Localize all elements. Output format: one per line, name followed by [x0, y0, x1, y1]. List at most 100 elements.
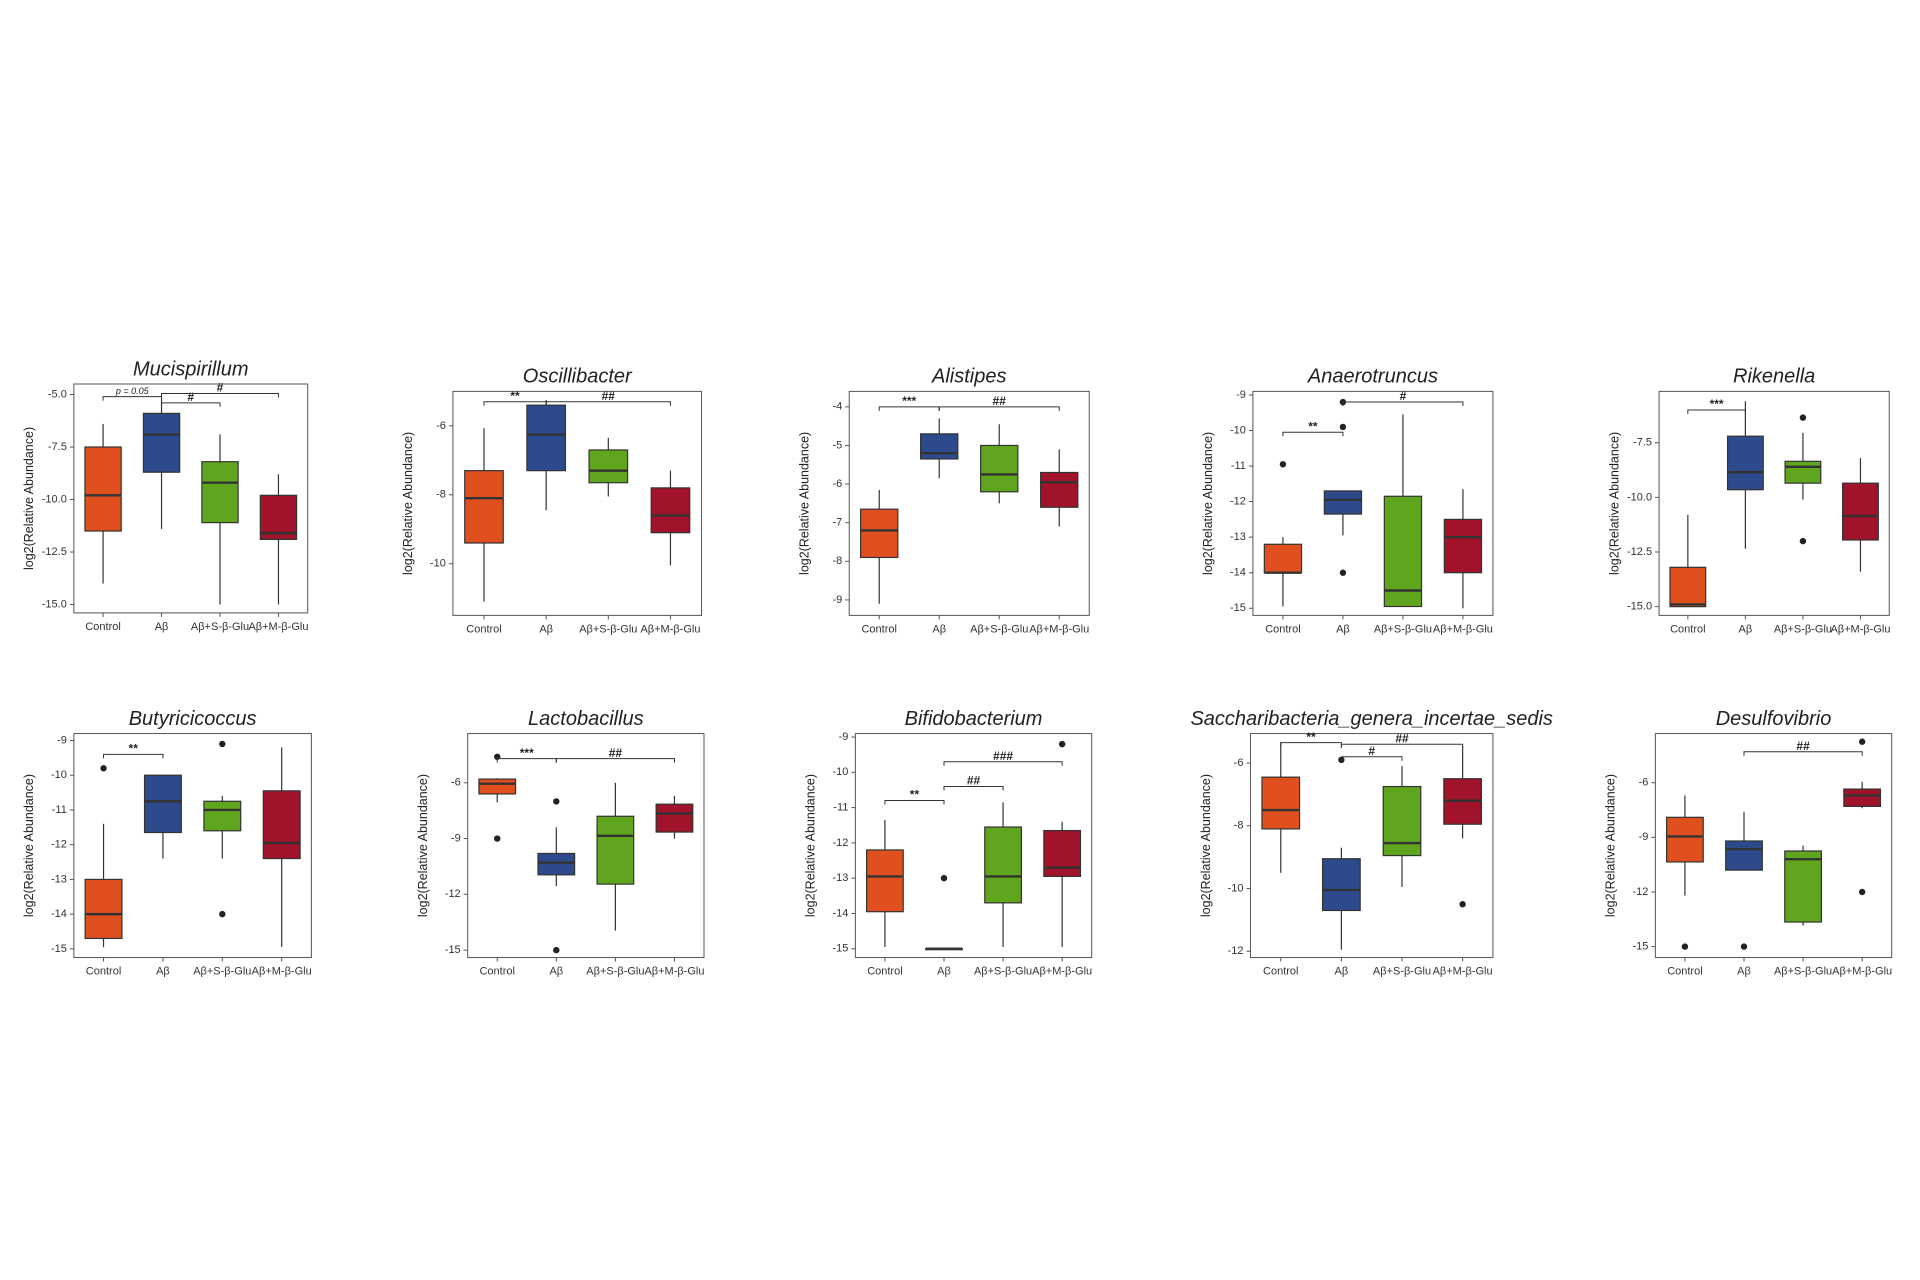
- x-tick-label: Aβ+M-β-Glu: [1029, 623, 1089, 635]
- panel: Alistipes log2(Relative Abundance) -4 -5 -6 -…: [798, 366, 1090, 635]
- significance-bracket: [1743, 751, 1863, 756]
- panel-title: Butyricicoccus: [129, 708, 257, 730]
- y-tick-label: -11: [52, 804, 67, 816]
- outlier: [1858, 888, 1866, 896]
- significance-label: #: [1368, 744, 1375, 758]
- significance-label: ***: [1710, 397, 1724, 411]
- y-tick-label: -9: [57, 734, 67, 746]
- y-tick-label: -10: [1230, 424, 1246, 436]
- box: [1040, 471, 1079, 508]
- significance-bracket: [1282, 431, 1344, 437]
- y-tick-label: -15.0: [42, 598, 67, 610]
- box: [920, 433, 959, 460]
- significance-bracket: [1687, 409, 1746, 414]
- x-tick-label: Aβ: [156, 965, 170, 977]
- plot-frame: [1658, 390, 1890, 616]
- y-tick-label: -9: [451, 832, 461, 844]
- plot-frame: [854, 733, 1093, 959]
- y-tick-label: -12: [51, 839, 67, 851]
- significance-bracket: [1340, 756, 1403, 761]
- y-tick-label: -12: [832, 837, 848, 849]
- outlier: [219, 910, 226, 918]
- y-tick-label: -11: [1231, 460, 1246, 472]
- y-tick-label: -10: [832, 766, 848, 778]
- outlier: [1681, 943, 1689, 950]
- box: [1666, 816, 1704, 863]
- box: [84, 878, 123, 940]
- plot-frame: [1249, 733, 1494, 959]
- x-tick-label: Aβ: [539, 623, 553, 635]
- y-tick-label: -12: [1632, 886, 1648, 898]
- y-tick-label: -15: [445, 944, 461, 956]
- significance-label: ##: [1395, 731, 1409, 745]
- significance-label: ***: [902, 394, 916, 408]
- y-tick-label: -13: [1230, 531, 1246, 543]
- panel: Oscillibacter log2(Relative Abundance) -6 -…: [401, 366, 703, 635]
- x-tick-label: Aβ+M-β-Glu: [644, 965, 704, 977]
- y-tick-label: -6: [1639, 777, 1649, 789]
- y-axis-label: log2(Relative Abundance): [1607, 432, 1621, 575]
- y-tick-label: -12: [445, 888, 461, 900]
- x-tick-label: Aβ+S-β-Glu: [1374, 623, 1432, 635]
- x-tick-label: Control: [1667, 965, 1702, 977]
- y-tick-label: -6: [1234, 757, 1244, 769]
- panel: Desulfovibrio log2(Relative Abundance) -6 -…: [1604, 708, 1893, 977]
- x-tick-label: Aβ+M-β-Glu: [1433, 965, 1493, 977]
- box: [1261, 776, 1301, 830]
- x-tick-label: Control: [1263, 965, 1298, 977]
- outlier: [1339, 423, 1347, 431]
- x-tick-label: Aβ: [937, 965, 951, 977]
- x-tick-label: Aβ: [549, 965, 563, 977]
- y-tick-label: -8: [832, 555, 842, 567]
- y-tick-label: -15: [1230, 602, 1246, 614]
- x-tick-label: Aβ+S-β-Glu: [970, 623, 1028, 635]
- significance-bracket: [545, 401, 671, 406]
- panel: Mucispirillum log2(Relative Abundance) -5.…: [22, 358, 308, 633]
- x-tick-label: Aβ+M-β-Glu: [248, 621, 308, 633]
- y-tick-label: -6: [451, 777, 461, 789]
- y-tick-label: -10: [430, 558, 446, 570]
- box: [1669, 566, 1707, 608]
- x-tick-label: Aβ+M-β-Glu: [1032, 965, 1092, 977]
- outlier: [1858, 738, 1866, 745]
- significance-label: ***: [520, 746, 534, 760]
- panel-title: Anaerotruncus: [1307, 366, 1438, 388]
- y-tick-label: -15.0: [1627, 601, 1652, 613]
- x-tick-label: Aβ+M-β-Glu: [640, 623, 700, 635]
- y-axis-label: log2(Relative Abundance): [1604, 774, 1618, 917]
- box: [142, 412, 181, 473]
- y-tick-label: -7: [832, 517, 842, 529]
- y-tick-label: -7.5: [1633, 437, 1652, 449]
- y-tick-label: -5.0: [48, 388, 67, 400]
- outlier: [1459, 901, 1466, 908]
- significance-label: **: [910, 788, 920, 802]
- box: [262, 790, 301, 860]
- x-tick-label: Aβ+S-β-Glu: [1774, 965, 1832, 977]
- x-tick-label: Aβ+M-β-Glu: [1433, 623, 1493, 635]
- box: [860, 508, 899, 559]
- box: [203, 800, 242, 832]
- box: [1784, 850, 1822, 923]
- x-tick-label: Control: [1670, 623, 1705, 635]
- y-axis-label: log2(Relative Abundance): [22, 427, 36, 570]
- outlier: [100, 765, 107, 772]
- outlier: [553, 946, 560, 954]
- y-tick-label: -8: [1234, 820, 1244, 832]
- significance-label: **: [129, 742, 139, 756]
- significance-label: ##: [602, 389, 616, 403]
- y-tick-label: -9: [1639, 831, 1649, 843]
- y-tick-label: -6: [832, 478, 842, 490]
- x-tick-label: Control: [867, 965, 902, 977]
- y-tick-label: -12.5: [1627, 546, 1652, 558]
- box: [588, 449, 629, 484]
- box: [866, 849, 904, 913]
- plot-frame: [1654, 733, 1893, 959]
- y-tick-label: -10: [51, 769, 67, 781]
- y-tick-label: -12: [1230, 496, 1246, 508]
- plot-frame: [452, 390, 703, 616]
- y-tick-label: -9: [832, 594, 842, 606]
- box: [650, 487, 691, 534]
- x-tick-label: Control: [86, 965, 121, 977]
- panel-title: Mucispirillum: [133, 358, 249, 380]
